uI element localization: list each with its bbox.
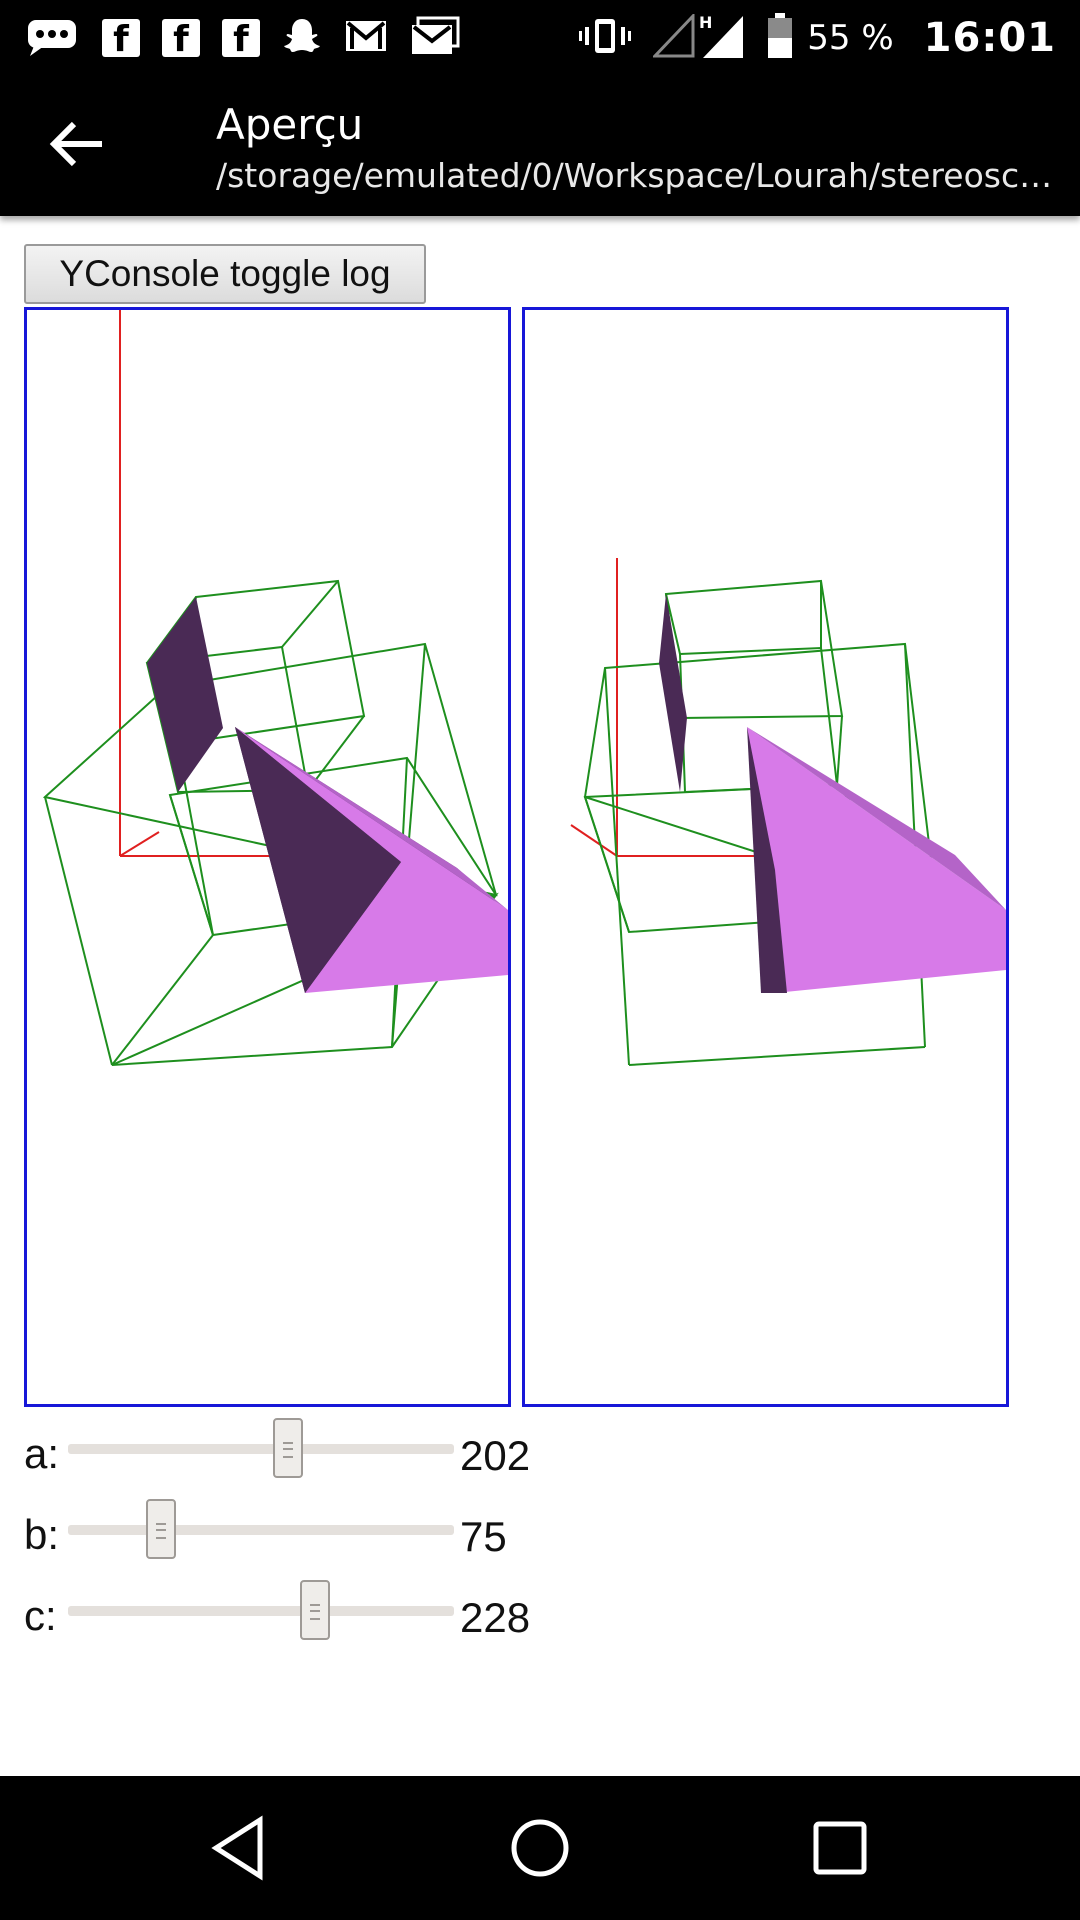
snapchat-icon (282, 16, 322, 60)
slider-value: 228 (460, 1594, 531, 1641)
facebook-icon: f (222, 19, 260, 57)
slider-value: 75 (460, 1513, 507, 1560)
gmail-icon (344, 18, 388, 58)
slider-label: c: (24, 1592, 57, 1639)
back-icon (211, 1815, 263, 1881)
mid-face (235, 727, 508, 910)
file-path: /storage/emulated/0/Workspace/Lourah/ste… (216, 156, 1053, 195)
svg-text:H: H (699, 13, 712, 32)
back-button[interactable] (44, 110, 112, 178)
status-bar: f f f H 55 % 16:01 (0, 0, 1080, 76)
slider-label: b: (24, 1511, 60, 1558)
right-3d-render (570, 558, 1006, 1066)
battery-percent: 55 % (807, 18, 894, 58)
nav-recents-button[interactable] (798, 1806, 882, 1890)
nav-home-button[interactable] (498, 1806, 582, 1890)
slider-thumb[interactable] (145, 1499, 176, 1559)
nav-back-button[interactable] (198, 1806, 282, 1890)
mid-face (747, 727, 1006, 910)
message-icon (26, 16, 80, 60)
facebook-icon: f (162, 19, 200, 57)
light-face (747, 727, 1006, 993)
dark-face (659, 594, 687, 792)
signal-h-icon: H (699, 12, 745, 64)
battery-icon (767, 13, 793, 63)
page-title: Aperçu (216, 100, 364, 149)
dark-face (235, 727, 401, 993)
signal-empty-icon (651, 12, 695, 62)
clock: 16:01 (923, 15, 1056, 61)
home-icon (511, 1819, 569, 1877)
slider-track[interactable] (68, 1525, 454, 1535)
slider-a: a: 202 (24, 1416, 544, 1486)
slider-thumb[interactable] (273, 1418, 304, 1478)
axis-line (119, 831, 160, 857)
stereo-canvas-left[interactable] (24, 307, 511, 1407)
app-bar: Aperçu /storage/emulated/0/Workspace/Lou… (0, 76, 1080, 216)
console-toggle-button[interactable]: YConsole toggle log (24, 244, 426, 304)
navigation-bar (0, 1776, 1080, 1920)
recents-icon (813, 1821, 867, 1875)
slider-track[interactable] (68, 1606, 454, 1616)
dark-face (747, 727, 787, 993)
stereo-canvas-right[interactable] (522, 307, 1009, 1407)
notification-icons: f f f (26, 14, 484, 62)
status-right: H 55 % 16:01 (579, 10, 1056, 66)
slider-b: b: 75 (24, 1497, 544, 1567)
gmail-icon (410, 16, 462, 60)
slider-thumb[interactable] (300, 1580, 331, 1640)
slider-label: a: (24, 1430, 60, 1477)
light-face (235, 727, 508, 993)
dark-face (147, 597, 223, 792)
axis-line (570, 824, 618, 857)
slider-track[interactable] (68, 1444, 454, 1454)
slider-c: c: 228 (24, 1578, 544, 1648)
vibrate-icon (579, 16, 632, 60)
facebook-icon: f (102, 19, 140, 57)
slider-value: 202 (460, 1432, 531, 1479)
arrow-back-icon (49, 121, 102, 167)
left-3d-render (42, 310, 508, 1066)
